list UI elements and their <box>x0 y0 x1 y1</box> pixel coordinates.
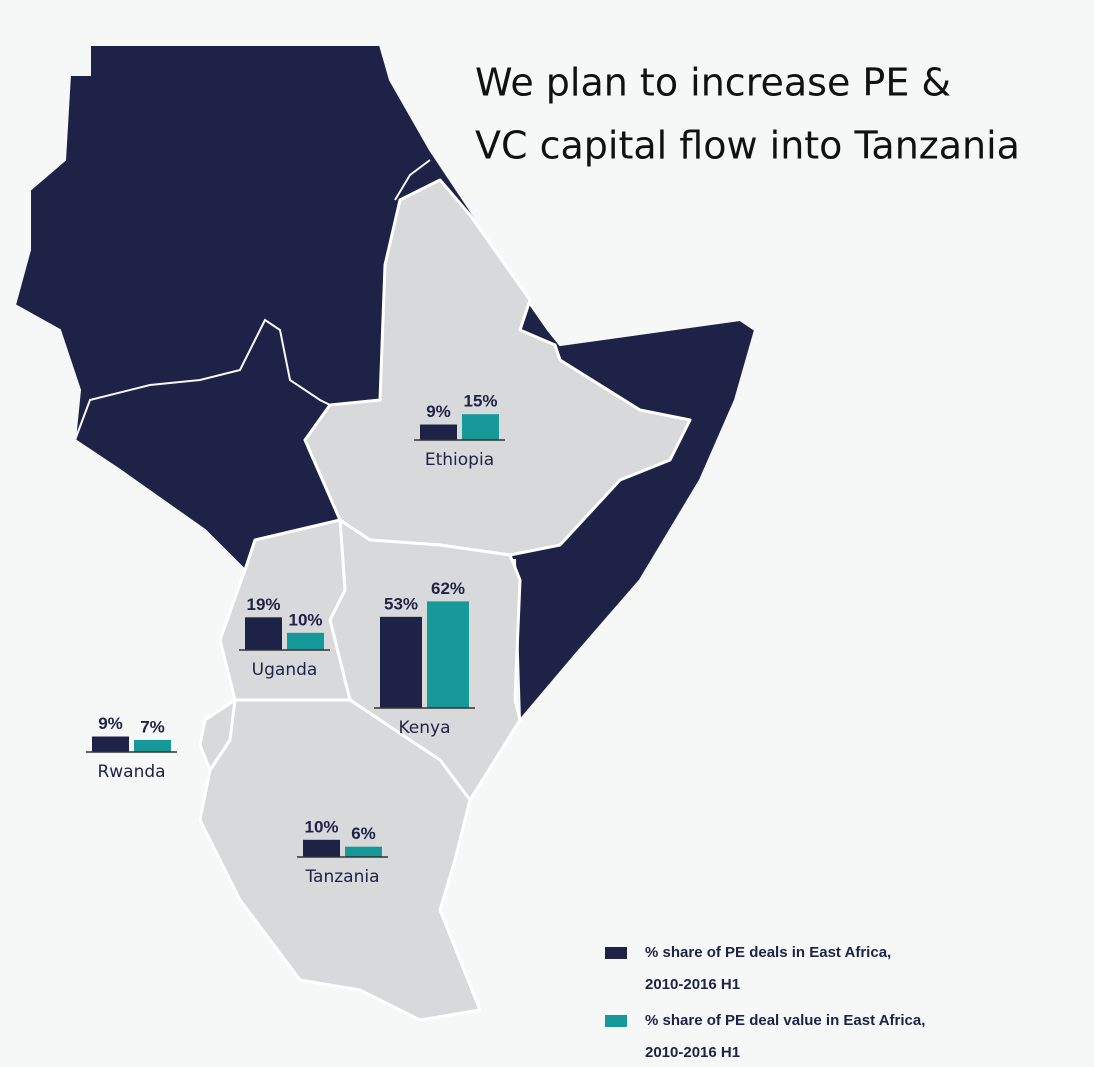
border <box>394 159 431 201</box>
country-name: Kenya <box>398 718 450 738</box>
country-name: Tanzania <box>304 867 379 887</box>
bar <box>427 601 469 708</box>
value-label: 10% <box>304 817 338 836</box>
rwanda <box>198 698 237 772</box>
country-name: Ethiopia <box>425 450 494 470</box>
legend-text: % share of PE deals in East Africa, <box>645 944 891 961</box>
bar <box>92 736 129 752</box>
legend-text: % share of PE deal value in East Africa, <box>645 1012 925 1029</box>
title-line: We plan to increase PE & <box>475 61 951 105</box>
country-name: Rwanda <box>97 762 165 782</box>
legend-text: 2010-2016 H1 <box>645 1044 740 1061</box>
ethiopia <box>303 178 692 557</box>
legend-swatch <box>605 947 627 959</box>
value-label: 10% <box>288 610 322 629</box>
country-name: Uganda <box>252 660 318 680</box>
bar <box>287 632 324 650</box>
bar <box>420 424 457 440</box>
bar <box>134 739 171 752</box>
value-label: 53% <box>384 594 418 613</box>
value-label: 9% <box>98 714 123 733</box>
border <box>74 318 331 441</box>
value-label: 62% <box>431 579 465 598</box>
bar <box>245 617 282 650</box>
countries <box>13 44 757 1022</box>
bar <box>303 839 340 857</box>
value-label: 15% <box>463 392 497 411</box>
bar <box>345 846 382 857</box>
value-label: 7% <box>140 717 165 736</box>
legend-text: 2010-2016 H1 <box>645 976 740 993</box>
legend-swatch <box>605 1015 627 1027</box>
bar <box>380 616 422 708</box>
value-label: 19% <box>246 595 280 614</box>
bar <box>462 414 499 440</box>
value-label: 6% <box>351 824 376 843</box>
title-line: VC capital flow into Tanzania <box>475 124 1020 168</box>
uganda <box>218 518 352 702</box>
value-label: 9% <box>426 402 451 421</box>
